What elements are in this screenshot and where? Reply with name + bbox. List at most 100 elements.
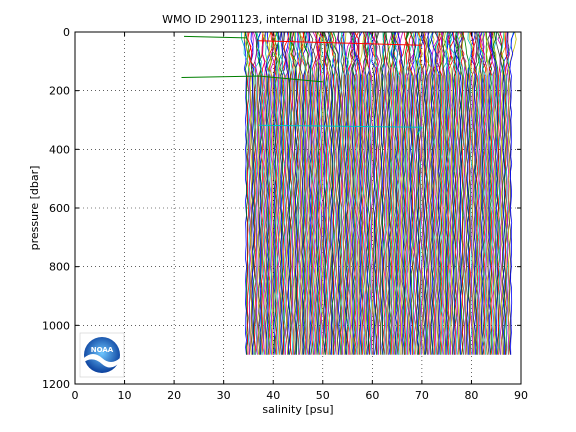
profile-line bbox=[476, 32, 483, 355]
profile-line bbox=[315, 32, 320, 355]
profile-line bbox=[497, 32, 503, 355]
profile-line bbox=[265, 32, 271, 355]
profile-line bbox=[275, 32, 286, 355]
profile-line bbox=[313, 32, 324, 355]
profile-line bbox=[507, 32, 517, 355]
profile-line bbox=[364, 32, 370, 355]
profile-line bbox=[467, 32, 477, 355]
x-tick-label: 0 bbox=[72, 389, 79, 402]
profile-line bbox=[405, 32, 413, 355]
profile-line bbox=[461, 32, 469, 355]
profile-line bbox=[299, 32, 304, 355]
x-tick-label: 70 bbox=[415, 389, 429, 402]
profile-line bbox=[416, 32, 424, 355]
profile-line bbox=[379, 32, 384, 355]
profile-line bbox=[329, 32, 335, 355]
profile-line bbox=[453, 32, 459, 355]
profile-line bbox=[298, 32, 308, 355]
profile-line bbox=[386, 32, 394, 355]
profile-line bbox=[330, 32, 339, 355]
y-tick-label: 200 bbox=[49, 85, 70, 98]
profile-line bbox=[264, 32, 271, 355]
profile-line bbox=[357, 32, 361, 355]
profile-line bbox=[291, 32, 297, 355]
y-axis: 0 200 400 600 800 1000 1200 bbox=[42, 26, 521, 391]
profile-line bbox=[347, 32, 356, 355]
chart-title: WMO ID 2901123, internal ID 3198, 21–Oct… bbox=[162, 13, 434, 26]
profile-line bbox=[445, 32, 451, 355]
profile-line bbox=[460, 32, 465, 355]
outlier-line bbox=[258, 40, 422, 46]
profile-line bbox=[438, 32, 446, 355]
profile-line bbox=[371, 32, 377, 355]
profile-line bbox=[423, 32, 429, 355]
profile-line bbox=[404, 32, 413, 355]
profile-line bbox=[385, 32, 393, 355]
profile-line bbox=[277, 32, 285, 355]
profile-line bbox=[428, 32, 439, 355]
x-tick-label: 40 bbox=[266, 389, 280, 402]
profile-line bbox=[306, 32, 310, 355]
profile-line bbox=[381, 32, 386, 355]
profile-line bbox=[297, 32, 302, 355]
profile-line bbox=[352, 32, 358, 355]
profile-line bbox=[337, 32, 341, 355]
profile-line bbox=[316, 32, 322, 355]
profile-line bbox=[490, 32, 497, 355]
x-tick-label: 60 bbox=[365, 389, 379, 402]
profile-line bbox=[432, 32, 441, 355]
profile-line bbox=[284, 32, 293, 355]
profile-line bbox=[308, 32, 318, 355]
profile-line bbox=[282, 32, 290, 355]
outlier-line bbox=[183, 35, 247, 39]
profile-line bbox=[416, 32, 423, 355]
profile-line bbox=[455, 32, 463, 355]
profile-line bbox=[417, 32, 423, 355]
profile-line bbox=[261, 32, 266, 355]
profile-line bbox=[362, 32, 367, 355]
profile-line bbox=[441, 32, 447, 355]
profile-line bbox=[319, 32, 324, 355]
profile-line bbox=[245, 32, 249, 355]
profile-line bbox=[469, 32, 479, 355]
profile-line bbox=[500, 32, 506, 355]
profile-line bbox=[392, 32, 400, 355]
profile-line bbox=[314, 32, 323, 355]
profile-line bbox=[274, 32, 281, 355]
profile-line bbox=[397, 32, 408, 355]
profile-line bbox=[488, 32, 494, 355]
profile-line bbox=[291, 32, 296, 355]
profile-line bbox=[478, 32, 486, 355]
profile-line bbox=[261, 32, 274, 355]
profile-line bbox=[461, 32, 471, 355]
profile-line bbox=[391, 32, 399, 355]
profile-line bbox=[447, 32, 455, 355]
profile-line bbox=[487, 32, 492, 355]
profile-line bbox=[330, 32, 336, 355]
profile-line bbox=[489, 32, 498, 355]
profile-line bbox=[273, 32, 280, 355]
profile-line bbox=[382, 32, 387, 355]
svg-text:NOAA: NOAA bbox=[91, 346, 114, 354]
profile-line bbox=[312, 32, 323, 355]
profile-line bbox=[250, 32, 255, 355]
profile-line bbox=[448, 32, 457, 355]
y-tick-label: 0 bbox=[63, 26, 70, 39]
profile-line bbox=[321, 32, 331, 355]
profile-line bbox=[479, 32, 488, 355]
profile-line bbox=[403, 32, 414, 355]
profile-line bbox=[366, 32, 373, 355]
salinity-profiles bbox=[241, 32, 517, 355]
profile-line bbox=[488, 32, 496, 355]
profile-line bbox=[385, 32, 392, 355]
profile-line bbox=[349, 32, 354, 355]
profile-line bbox=[303, 32, 311, 355]
x-tick-label: 50 bbox=[316, 389, 330, 402]
profile-line bbox=[326, 32, 335, 355]
profile-line bbox=[261, 32, 266, 355]
profile-line bbox=[447, 32, 452, 355]
profile-line bbox=[372, 32, 380, 355]
profile-line bbox=[319, 32, 328, 355]
profile-line bbox=[273, 32, 278, 355]
